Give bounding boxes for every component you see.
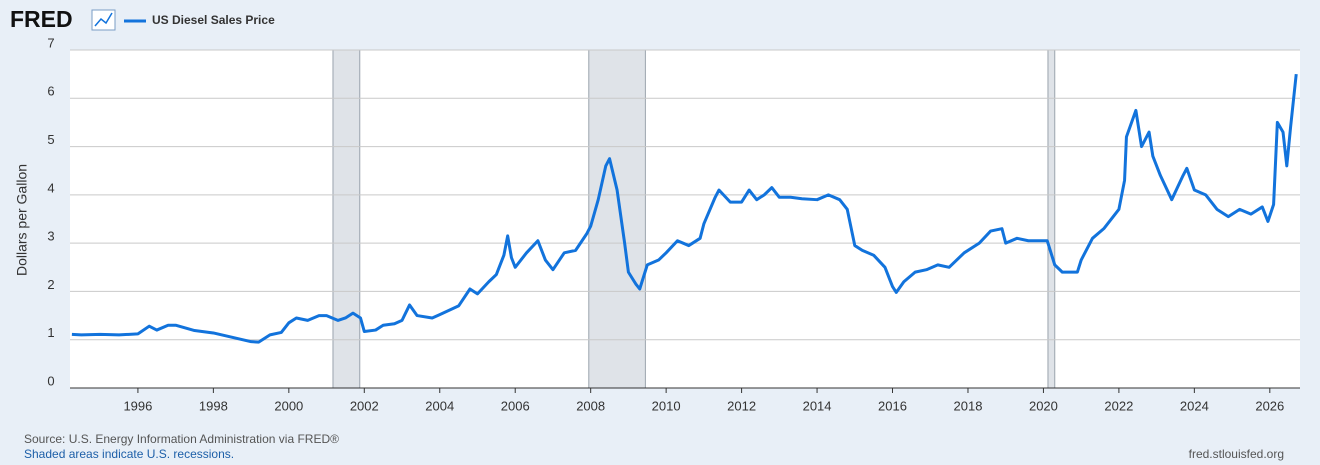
x-tick-label: 2020 bbox=[1029, 398, 1058, 413]
recession-shade bbox=[332, 49, 361, 389]
data-line bbox=[71, 73, 1298, 344]
url[interactable]: fred.stlouisfed.org bbox=[1189, 447, 1284, 461]
y-axis-label: Dollars per Gallon bbox=[14, 164, 30, 276]
y-tick-label: 5 bbox=[47, 132, 54, 147]
logo-icon bbox=[91, 9, 116, 31]
x-tick-label: 2002 bbox=[350, 398, 379, 413]
y-tick-label: 2 bbox=[47, 277, 54, 292]
y-tick-label: 0 bbox=[47, 373, 54, 388]
x-tick-label: 2026 bbox=[1255, 398, 1284, 413]
recession-shade bbox=[588, 49, 646, 389]
logo[interactable]: FRED bbox=[10, 6, 73, 32]
x-tick-label: 2018 bbox=[954, 398, 983, 413]
x-tick-label: 2012 bbox=[727, 398, 756, 413]
x-tick-label: 2010 bbox=[652, 398, 681, 413]
x-tick-label: 2022 bbox=[1104, 398, 1133, 413]
x-tick-label: 2024 bbox=[1180, 398, 1209, 413]
legend-label: US Diesel Sales Price bbox=[152, 13, 275, 27]
x-tick-label: 2000 bbox=[274, 398, 303, 413]
recession-shade bbox=[1047, 49, 1056, 389]
y-tick-label: 6 bbox=[47, 84, 54, 99]
x-tick-label: 1996 bbox=[123, 398, 152, 413]
note: Shaded areas indicate U.S. recessions. bbox=[24, 447, 234, 461]
x-tick-label: 2014 bbox=[803, 398, 832, 413]
y-tick-label: 1 bbox=[47, 325, 54, 340]
y-tick-label: 4 bbox=[47, 180, 54, 195]
y-tick-label: 7 bbox=[47, 35, 54, 50]
x-tick-label: 2006 bbox=[501, 398, 530, 413]
plot-area bbox=[70, 50, 1300, 388]
x-tick-label: 2008 bbox=[576, 398, 605, 413]
x-tick-label: 1998 bbox=[199, 398, 228, 413]
y-tick-label: 3 bbox=[47, 229, 54, 244]
x-tick-label: 2004 bbox=[425, 398, 454, 413]
source: Source: U.S. Energy Information Administ… bbox=[24, 432, 339, 446]
x-tick-label: 2016 bbox=[878, 398, 907, 413]
